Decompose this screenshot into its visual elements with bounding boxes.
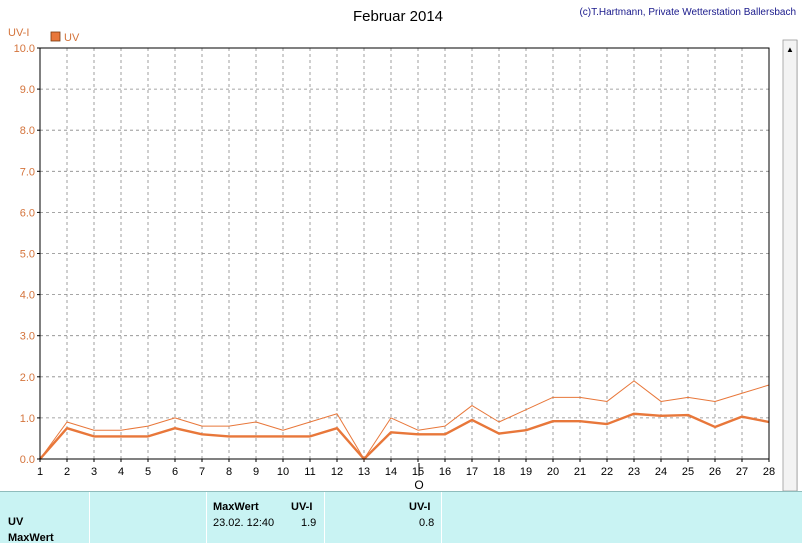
maxwert-value: 1.9 xyxy=(301,517,317,529)
footer-row-maxwert-label: MaxWert xyxy=(8,532,54,544)
current-uvi-header: UV-I xyxy=(409,501,431,513)
y-tick-label: 5.0 xyxy=(20,249,35,261)
legend-swatch-uv xyxy=(50,31,61,42)
x-tick-label: 8 xyxy=(226,466,232,478)
x-tick-label: 4 xyxy=(118,466,124,478)
footer-label-column: UV MaxWert xyxy=(0,492,90,544)
x-tick-label: 10 xyxy=(277,466,289,478)
x-tick-label: 24 xyxy=(655,466,667,478)
series-lines xyxy=(39,380,770,461)
footer-row-uv-label: UV xyxy=(8,516,24,528)
series-line-uv-mean xyxy=(39,412,770,461)
x-tick-label: 26 xyxy=(709,466,721,478)
x-tick-label: 13 xyxy=(358,466,370,478)
x-tick-label: 17 xyxy=(466,466,478,478)
y-tick-labels: 0.0 1.0 2.0 3.0 4.0 5.0 6.0 7.0 8.0 9.0 10.0 xyxy=(14,43,40,466)
current-value: 0.8 xyxy=(419,517,435,529)
day-marker-label: O xyxy=(414,478,423,491)
scroll-up-arrow-icon[interactable]: ▲ xyxy=(786,45,794,54)
maxwert-header: MaxWert xyxy=(213,501,259,513)
y-tick-label: 2.0 xyxy=(20,372,35,384)
maxwert-timestamp: 23.02. 12:40 xyxy=(213,517,275,529)
x-tick-label: 15 xyxy=(412,466,424,478)
x-tick-label: 18 xyxy=(493,466,505,478)
chart-title: Februar 2014 xyxy=(353,8,443,25)
y-axis-label: UV-I xyxy=(8,27,29,39)
y-tick-label: 3.0 xyxy=(20,331,35,343)
summary-footer: UV MaxWert MaxWert UV-I 23.02. 12:40 1.9… xyxy=(0,491,802,544)
y-tick-label: 9.0 xyxy=(20,84,35,96)
y-tick-label: 8.0 xyxy=(20,125,35,137)
chart-credit: (c)T.Hartmann, Private Wetterstation Bal… xyxy=(579,7,796,18)
x-tick-label: 25 xyxy=(682,466,694,478)
y-tick-label: 6.0 xyxy=(20,207,35,219)
x-tick-labels: 1 2 3 4 5 6 7 8 9 10 11 12 13 14 15 16 17 18 19 20 21 22 23 24 2… xyxy=(37,459,775,478)
x-tick-label: 11 xyxy=(304,466,315,478)
legend-label-uv: UV xyxy=(64,32,80,44)
x-tick-label: 12 xyxy=(331,466,343,478)
x-tick-label: 7 xyxy=(199,466,205,478)
x-tick-label: 5 xyxy=(145,466,151,478)
x-tick-label: 3 xyxy=(91,466,97,478)
x-tick-label: 14 xyxy=(385,466,397,478)
x-tick-label: 19 xyxy=(520,466,532,478)
x-tick-label: 23 xyxy=(628,466,640,478)
plot-frame xyxy=(39,47,770,460)
footer-current-column: UV-I 0.8 xyxy=(325,492,442,544)
y-tick-label: 7.0 xyxy=(20,166,35,178)
x-tick-label: 22 xyxy=(601,466,613,478)
y-tick-label: 10.0 xyxy=(14,43,35,55)
x-tick-label: 27 xyxy=(736,466,748,478)
x-tick-label: 20 xyxy=(547,466,559,478)
y-tick-label: 4.0 xyxy=(20,290,35,302)
footer-empty-column xyxy=(90,492,207,544)
series-line-uv-max xyxy=(39,380,770,460)
y-tick-label: 0.0 xyxy=(20,454,35,466)
x-tick-label: 1 xyxy=(37,466,43,478)
maxwert-uvi-header: UV-I xyxy=(291,501,313,513)
x-tick-label: 28 xyxy=(763,466,775,478)
x-tick-label: 9 xyxy=(253,466,259,478)
x-tick-label: 16 xyxy=(439,466,451,478)
uv-chart: Februar 2014 (c)T.Hartmann, Private Wett… xyxy=(8,7,798,491)
x-tick-label: 2 xyxy=(64,466,70,478)
vertical-scrollbar[interactable] xyxy=(782,39,798,491)
x-tick-label: 6 xyxy=(172,466,178,478)
grid xyxy=(40,48,769,459)
footer-maxwert-column: MaxWert UV-I 23.02. 12:40 1.9 xyxy=(207,492,325,544)
y-tick-label: 1.0 xyxy=(20,413,35,425)
x-tick-label: 21 xyxy=(574,466,586,478)
